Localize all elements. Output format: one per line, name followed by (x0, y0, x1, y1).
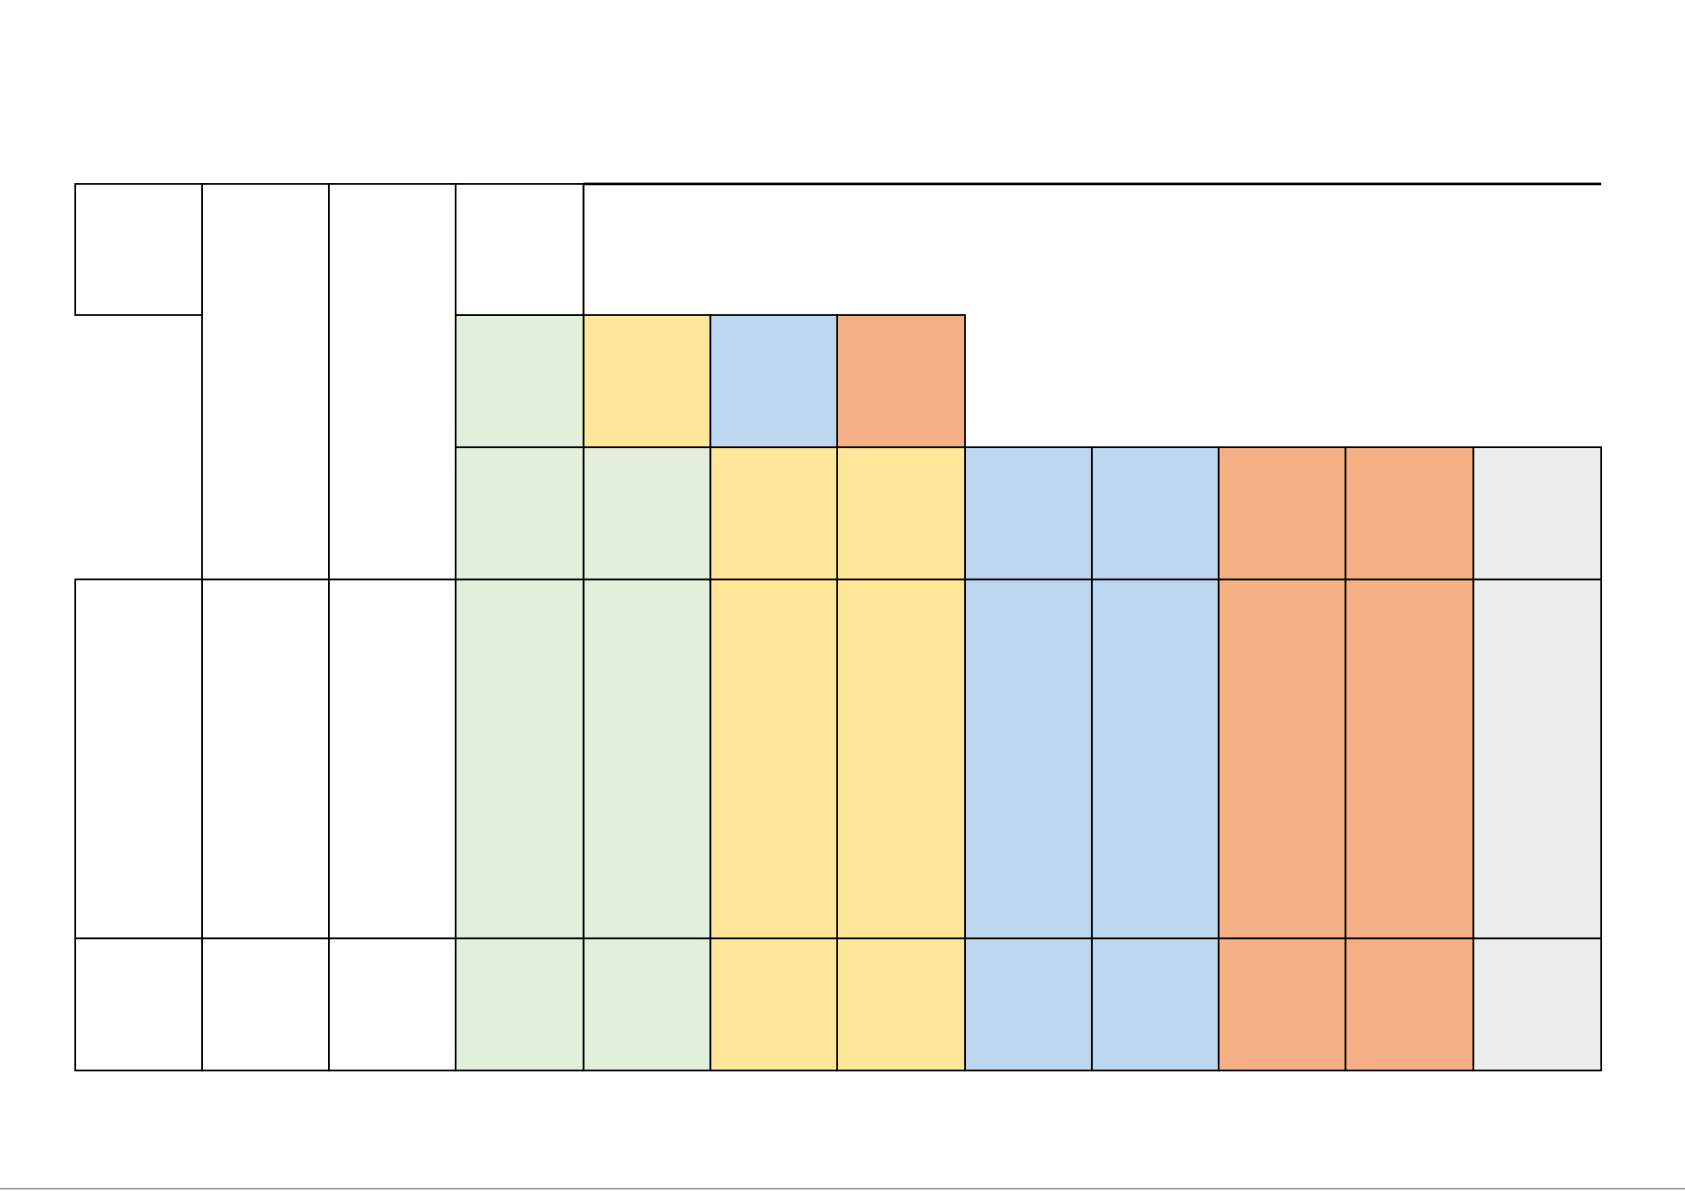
cell (964, 578, 1093, 940)
cell (201, 183, 330, 581)
cell (454, 446, 585, 581)
cell (1472, 578, 1603, 940)
cell (709, 446, 838, 581)
cell (709, 314, 838, 449)
cell (454, 578, 585, 940)
cell (327, 937, 457, 1072)
cell (1472, 446, 1603, 581)
cell (1090, 578, 1220, 940)
cell (201, 937, 330, 1072)
cell (1217, 578, 1347, 940)
cell (836, 937, 966, 1072)
cell (201, 578, 330, 940)
cell (709, 578, 838, 940)
cell (454, 183, 585, 316)
cell (836, 446, 966, 581)
cell (1090, 446, 1220, 581)
cell (1217, 446, 1347, 581)
cell (454, 937, 585, 1072)
cell (582, 314, 712, 449)
cell (836, 314, 966, 449)
cell (1217, 937, 1347, 1072)
cell (74, 183, 203, 316)
cell (709, 937, 838, 1072)
cell (454, 314, 585, 449)
cell (74, 937, 203, 1072)
cell (1344, 578, 1475, 940)
cell (74, 578, 203, 940)
cell (327, 578, 457, 940)
cell (964, 446, 1093, 581)
cell (582, 446, 712, 581)
cell (582, 937, 712, 1072)
cell (582, 578, 712, 940)
cell (327, 183, 457, 581)
cell (1344, 446, 1475, 581)
cell (1472, 937, 1603, 1072)
cell (1090, 937, 1220, 1072)
cell (964, 937, 1093, 1072)
cell (1344, 937, 1475, 1072)
cell (836, 578, 966, 940)
